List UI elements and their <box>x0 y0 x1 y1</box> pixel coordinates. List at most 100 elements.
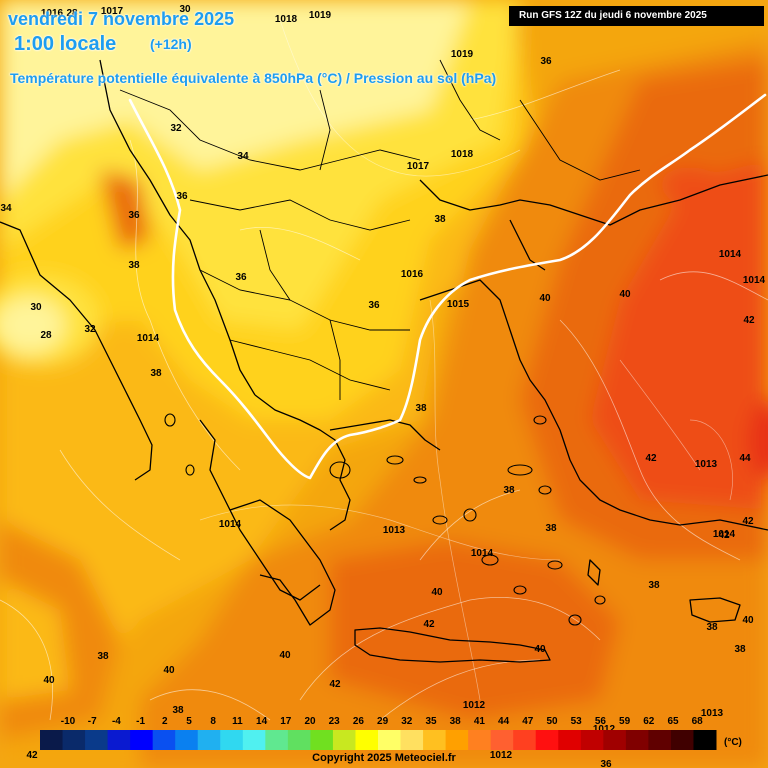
temperature-label: 42 <box>743 315 755 326</box>
legend-swatch <box>603 730 627 750</box>
legend-tick: 20 <box>304 716 316 727</box>
legend-swatch <box>670 730 694 750</box>
isobar-label: 1016 <box>41 8 64 19</box>
isobar-label: 1014 <box>137 333 160 344</box>
temperature-label: 36 <box>235 272 247 283</box>
field-orange-red <box>590 160 768 510</box>
legend-swatch <box>242 730 266 750</box>
legend-swatch <box>490 730 514 750</box>
legend-swatch <box>468 730 492 750</box>
copyright: Copyright 2025 Meteociel.fr <box>312 752 456 764</box>
temperature-label: 30 <box>30 302 42 313</box>
legend-ticks: -10 -7 -4 -1 2 5 8 11 14 17 20 23 26 29 32 35 38 41 44 47 50… <box>61 716 703 727</box>
legend-tick: 8 <box>210 716 216 727</box>
coast-greece-west <box>199 419 321 601</box>
temperature-label: 38 <box>97 651 109 662</box>
isobar-label: 1014 <box>743 275 766 286</box>
temperature-label: 40 <box>163 665 175 676</box>
isobar-label: 1014 <box>719 249 742 260</box>
coastlines <box>0 59 768 663</box>
isobar-label: 1013 <box>695 459 718 470</box>
temperature-label: 38 <box>545 523 557 534</box>
isobar-labels: 1016 1018 1019 1017 1019 1017 1018 1016 1015 1014… <box>41 6 766 761</box>
temperature-label: 36 <box>176 191 188 202</box>
temperature-label: 38 <box>734 644 746 655</box>
field-red-east <box>748 400 768 480</box>
front-line <box>128 93 767 480</box>
forecast-offset: (+12h) <box>150 36 192 52</box>
temperature-label: 42 <box>645 453 657 464</box>
legend-swatch <box>580 730 604 750</box>
field-orange-red-north <box>660 167 720 203</box>
legend-tick: 38 <box>450 716 462 727</box>
temperature-label: 36 <box>368 300 380 311</box>
coast-black-sea <box>419 174 768 226</box>
coast-rhodes <box>587 559 601 586</box>
temperature-label: 38 <box>706 622 718 633</box>
legend-tick: 68 <box>692 716 704 727</box>
isobar-label: 1016 <box>401 269 424 280</box>
legend-tick: 26 <box>353 716 365 727</box>
legend-tick: 41 <box>474 716 486 727</box>
coast-cyprus <box>689 597 741 623</box>
legend-swatch <box>558 730 582 750</box>
parameter-title: Température potentielle équivalente à 85… <box>10 70 497 86</box>
legend-tick: -10 <box>61 716 76 727</box>
forecast-date: vendredi 7 novembre 2025 <box>8 9 235 29</box>
legend-tick: 44 <box>498 716 510 727</box>
borders <box>119 59 641 400</box>
legend-tick: -4 <box>112 716 121 727</box>
field-yellow-west-core <box>0 297 65 353</box>
legend-swatch <box>265 730 289 750</box>
isobar-label: 1012 <box>490 750 513 761</box>
temperature-label: 42 <box>423 619 435 630</box>
forecast-hour: 1:00 locale <box>14 33 117 55</box>
legend-swatch <box>40 730 64 750</box>
temperature-label: 44 <box>739 453 751 464</box>
legend-swatch <box>85 730 109 750</box>
temperature-label: 34 <box>0 203 12 214</box>
legend-swatch <box>332 730 356 750</box>
legend-swatch <box>693 730 717 750</box>
legend-swatch <box>152 730 176 750</box>
legend-swatches <box>40 730 717 750</box>
temperature-label: 28 <box>40 330 52 341</box>
legend-swatch <box>445 730 469 750</box>
coast-thrace <box>329 419 441 451</box>
temperature-label: 38 <box>648 580 660 591</box>
legend-swatch <box>220 730 244 750</box>
legend-swatch <box>197 730 221 750</box>
temperature-label: 38 <box>503 485 515 496</box>
isobar-label: 1014 <box>471 548 494 559</box>
temperature-label: 40 <box>279 650 291 661</box>
temperature-label: 40 <box>431 587 443 598</box>
legend-tick: 5 <box>186 716 192 727</box>
temperature-label: 42 <box>329 679 341 690</box>
temperature-label: 32 <box>84 324 96 335</box>
legend-swatch <box>378 730 402 750</box>
temperature-label: 40 <box>534 644 546 655</box>
temperature-label: 40 <box>742 615 754 626</box>
isobar-label: 1014 <box>219 519 242 530</box>
isobar-label: 1012 <box>463 700 486 711</box>
isobar-label: 1017 <box>101 6 124 17</box>
legend-tick: 50 <box>546 716 558 727</box>
temperature-label: 38 <box>172 705 184 716</box>
legend-tick: 53 <box>571 716 583 727</box>
legend-swatch <box>175 730 199 750</box>
legend-tick: 56 <box>595 716 607 727</box>
legend-tick: 65 <box>667 716 679 727</box>
temperature-label: 42 <box>718 530 730 541</box>
coast-turkey-west <box>419 279 768 531</box>
temperature-label: 40 <box>539 293 551 304</box>
temperature-label: 42 <box>26 750 38 761</box>
legend-tick: -7 <box>88 716 97 727</box>
isotherm-lines <box>0 69 768 721</box>
legend-tick: 2 <box>162 716 168 727</box>
legend-swatch <box>355 730 379 750</box>
temperature-label: 38 <box>128 260 140 271</box>
legend-swatch <box>310 730 334 750</box>
run-label: Run GFS 12Z du jeudi 6 novembre 2025 <box>509 6 764 26</box>
